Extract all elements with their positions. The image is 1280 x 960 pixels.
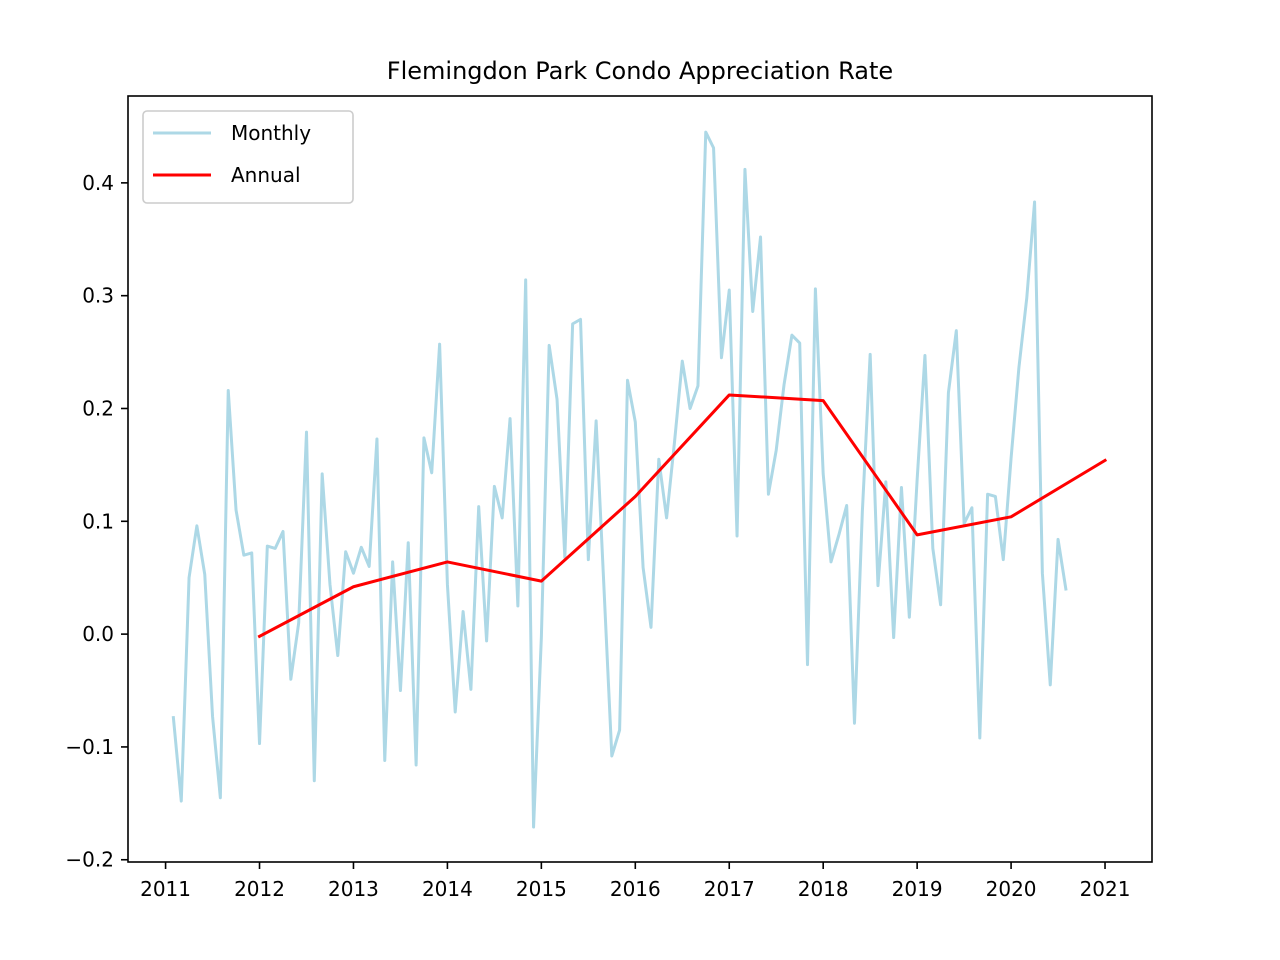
y-tick-label: 0.4 xyxy=(82,171,114,195)
y-tick-label: −0.1 xyxy=(65,735,114,759)
chart-title: Flemingdon Park Condo Appreciation Rate xyxy=(387,57,893,85)
x-axis: 2011 2012 2013 2014 2015 2016 2017 2018 2019 2020… xyxy=(140,862,1130,901)
y-axis: −0.2 −0.1 0.0 0.1 0.2 0.3 0.4 xyxy=(65,171,128,872)
x-tick-label: 2021 xyxy=(1080,877,1131,901)
legend-label-monthly: Monthly xyxy=(231,121,311,145)
x-tick-label: 2018 xyxy=(798,877,849,901)
y-tick-label: −0.2 xyxy=(65,848,114,872)
series-line-monthly xyxy=(171,130,1068,829)
x-tick-label: 2020 xyxy=(986,877,1037,901)
y-tick-label: 0.2 xyxy=(82,396,114,420)
legend: Monthly Annual xyxy=(142,110,354,204)
y-tick-label: 0.3 xyxy=(82,284,114,308)
x-tick-label: 2015 xyxy=(516,877,567,901)
legend-label-annual: Annual xyxy=(231,163,301,187)
axes-frame xyxy=(127,95,1153,863)
x-tick-label: 2017 xyxy=(704,877,755,901)
x-tick-label: 2011 xyxy=(140,877,191,901)
series-line-annual xyxy=(257,393,1108,639)
x-tick-label: 2019 xyxy=(892,877,943,901)
x-tick-label: 2016 xyxy=(610,877,661,901)
x-tick-label: 2014 xyxy=(422,877,473,901)
x-tick-label: 2013 xyxy=(328,877,379,901)
y-tick-label: 0.1 xyxy=(82,509,114,533)
plot-area xyxy=(127,95,1153,863)
x-tick-label: 2012 xyxy=(234,877,285,901)
y-tick-label: 0.0 xyxy=(82,622,114,646)
